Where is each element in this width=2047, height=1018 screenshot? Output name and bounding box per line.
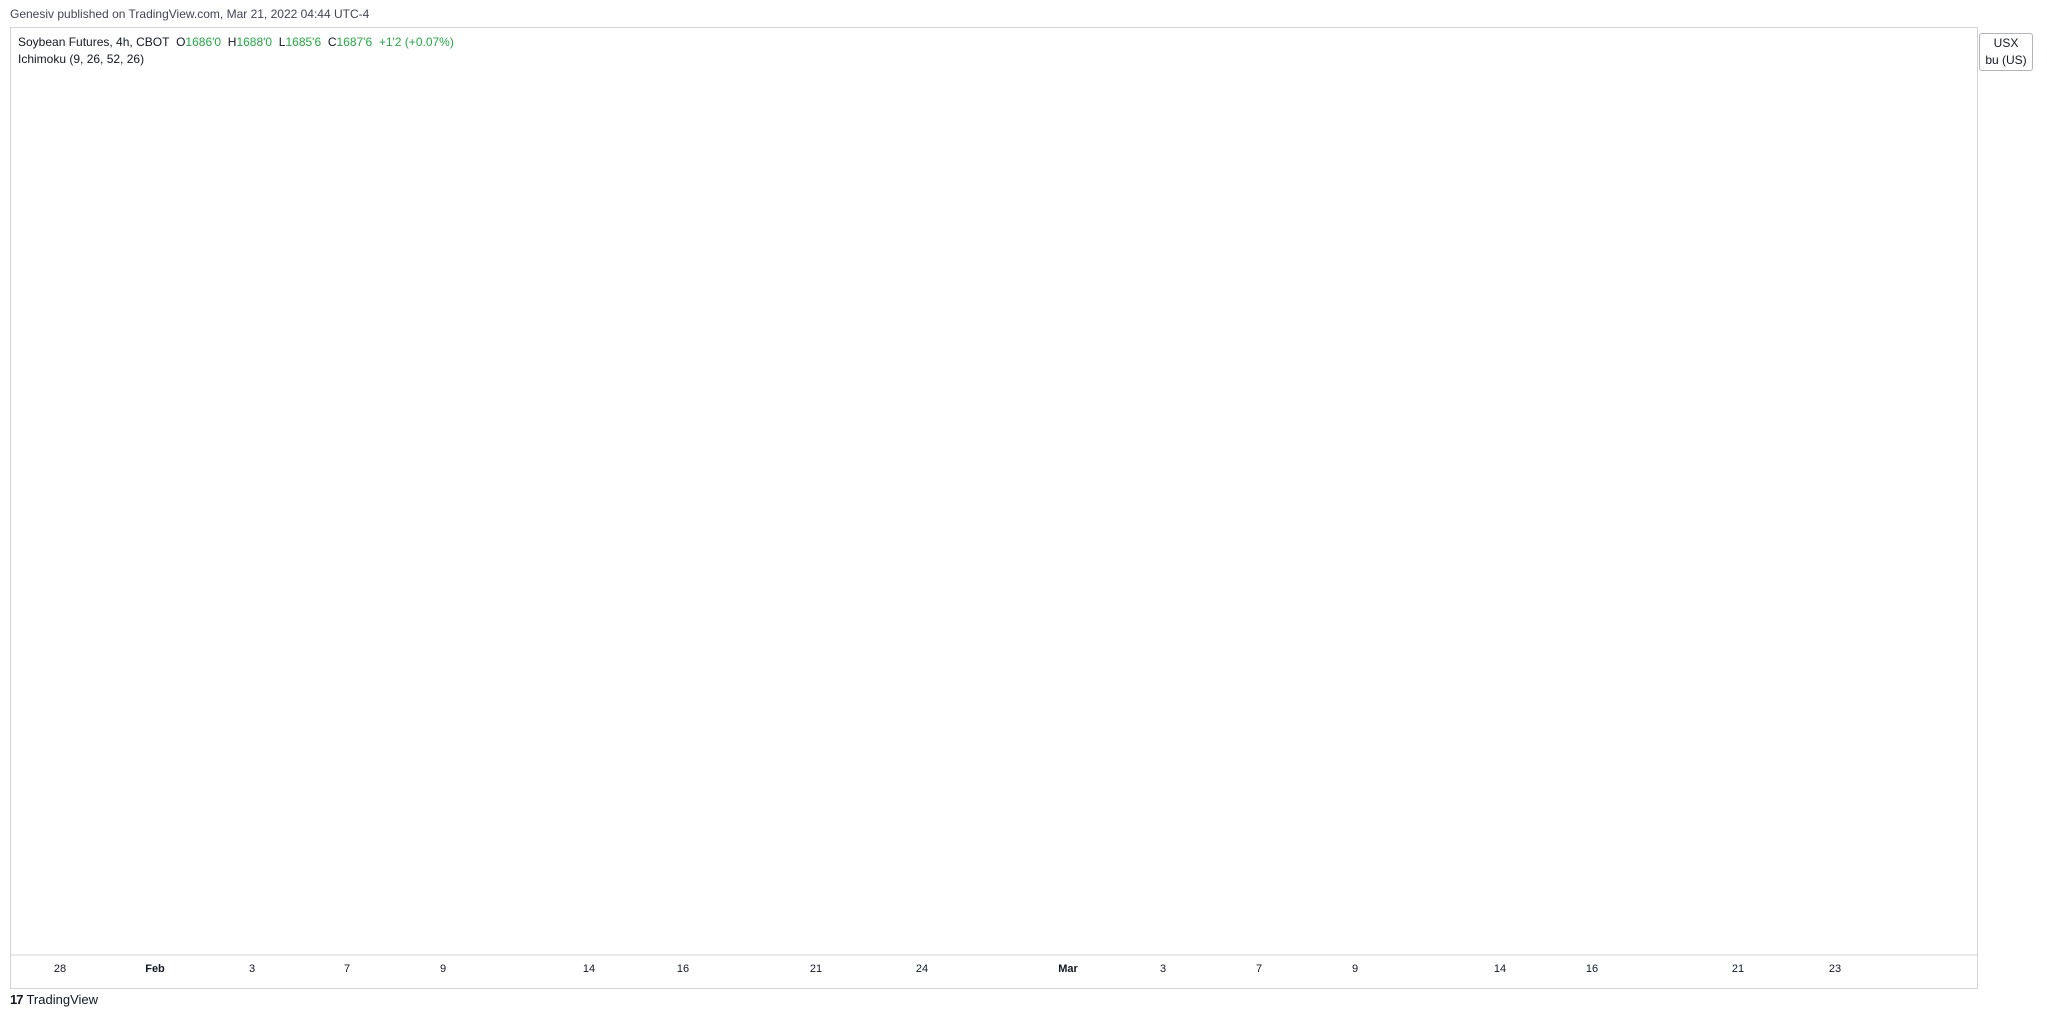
- x-tick-label: 14: [583, 963, 595, 975]
- low-label: L: [278, 35, 286, 49]
- x-tick-label: 7: [344, 963, 350, 975]
- x-tick-label: 16: [1586, 963, 1598, 975]
- tradingview-logo-icon: 17: [10, 992, 24, 1007]
- chart-frame: [10, 27, 1978, 989]
- symbol-label[interactable]: Soybean Futures, 4h, CBOT: [18, 35, 170, 49]
- close-value: 1687'6: [336, 35, 373, 49]
- high-value: 1688'0: [236, 35, 273, 49]
- x-tick-label: 16: [677, 963, 689, 975]
- unit-line-2: bu (US): [1985, 53, 2027, 67]
- open-label: O: [176, 35, 186, 49]
- low-value: 1685'6: [285, 35, 322, 49]
- x-tick-label: 9: [1352, 963, 1358, 975]
- x-tick-label: 23: [1829, 963, 1841, 975]
- ohlc-values: O1686'0 H1688'0 L1685'6 C1687'6 +1'2 (+0…: [176, 35, 454, 49]
- open-value: 1686'0: [185, 35, 222, 49]
- brand-label: TradingView: [26, 992, 99, 1007]
- x-tick-label: 3: [249, 963, 255, 975]
- x-tick-label: 28: [54, 963, 66, 975]
- chart-legend: Soybean Futures, 4h, CBOT O1686'0 H1688'…: [18, 34, 454, 68]
- unit-line-1: USX: [1993, 36, 2019, 50]
- x-tick-label: 14: [1494, 963, 1506, 975]
- x-tick-label: 21: [810, 963, 822, 975]
- x-tick-label: 9: [440, 963, 446, 975]
- change-value: +1'2 (+0.07%): [378, 35, 454, 49]
- x-tick-label: Mar: [1058, 963, 1078, 975]
- x-tick-label: 3: [1160, 963, 1166, 975]
- high-label: H: [227, 35, 237, 49]
- publisher-line: Genesiv published on TradingView.com, Ma…: [10, 7, 370, 21]
- indicator-label[interactable]: Ichimoku (9, 26, 52, 26): [18, 52, 145, 66]
- footer-brand[interactable]: 17 TradingView: [10, 992, 98, 1007]
- price-unit-button[interactable]: USX bu (US): [1979, 33, 2033, 71]
- x-tick-label: 24: [916, 963, 928, 975]
- close-label: C: [327, 35, 337, 49]
- x-tick-label: Feb: [145, 963, 165, 975]
- x-tick-label: 21: [1732, 963, 1744, 975]
- x-tick-label: 7: [1256, 963, 1262, 975]
